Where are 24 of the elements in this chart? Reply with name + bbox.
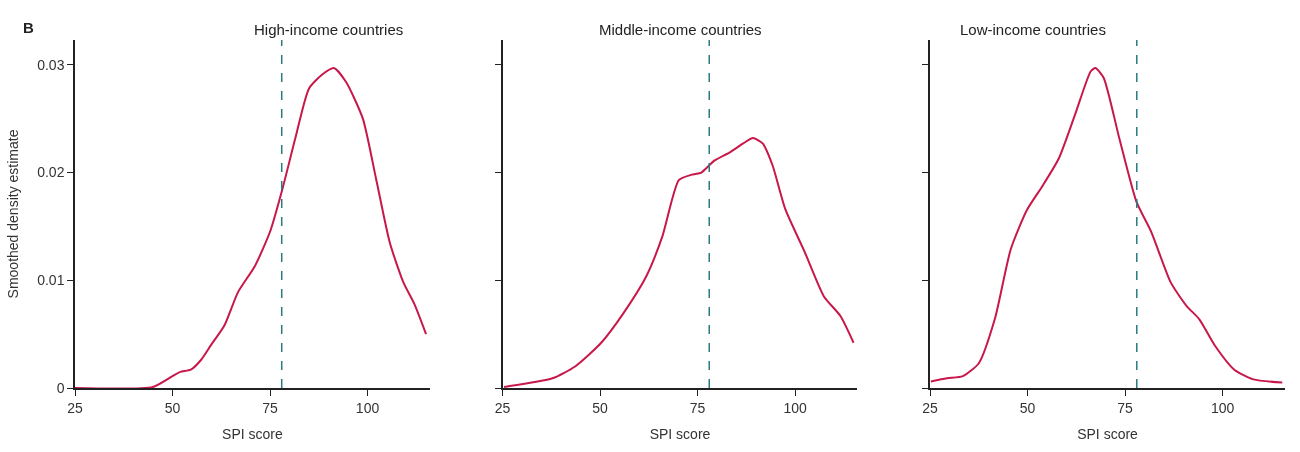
chart-title: Low-income countries bbox=[960, 21, 1106, 38]
x-tick-label: 75 bbox=[262, 399, 279, 416]
x-tick-label: 25 bbox=[922, 399, 939, 416]
x-tick-label: 50 bbox=[592, 399, 609, 416]
y-axis-title: Smoothed density estimate bbox=[5, 129, 22, 299]
x-tick-label: 100 bbox=[783, 399, 807, 416]
x-tick-label: 75 bbox=[689, 399, 706, 416]
x-tick-label: 50 bbox=[164, 399, 181, 416]
y-tick-label: 0.02 bbox=[37, 164, 65, 181]
y-tick-label: 0.01 bbox=[37, 272, 65, 289]
chart-title: High-income countries bbox=[254, 21, 404, 38]
x-tick-label: 100 bbox=[355, 399, 380, 416]
x-axis-title: SPI score bbox=[222, 426, 284, 443]
x-axis-title: SPI score bbox=[649, 426, 711, 443]
y-tick-label: 0.03 bbox=[37, 56, 65, 73]
text: B bbox=[23, 19, 34, 36]
y-tick-label: 0 bbox=[56, 379, 65, 396]
x-tick-label: 50 bbox=[1019, 399, 1036, 416]
x-tick-label: 25 bbox=[67, 399, 83, 416]
x-tick-label: 75 bbox=[1117, 399, 1134, 416]
x-tick-label: 25 bbox=[494, 399, 511, 416]
x-tick-label: 100 bbox=[1210, 399, 1235, 416]
x-axis-title: SPI score bbox=[1077, 426, 1139, 443]
chart-title: Middle-income countries bbox=[599, 21, 762, 38]
